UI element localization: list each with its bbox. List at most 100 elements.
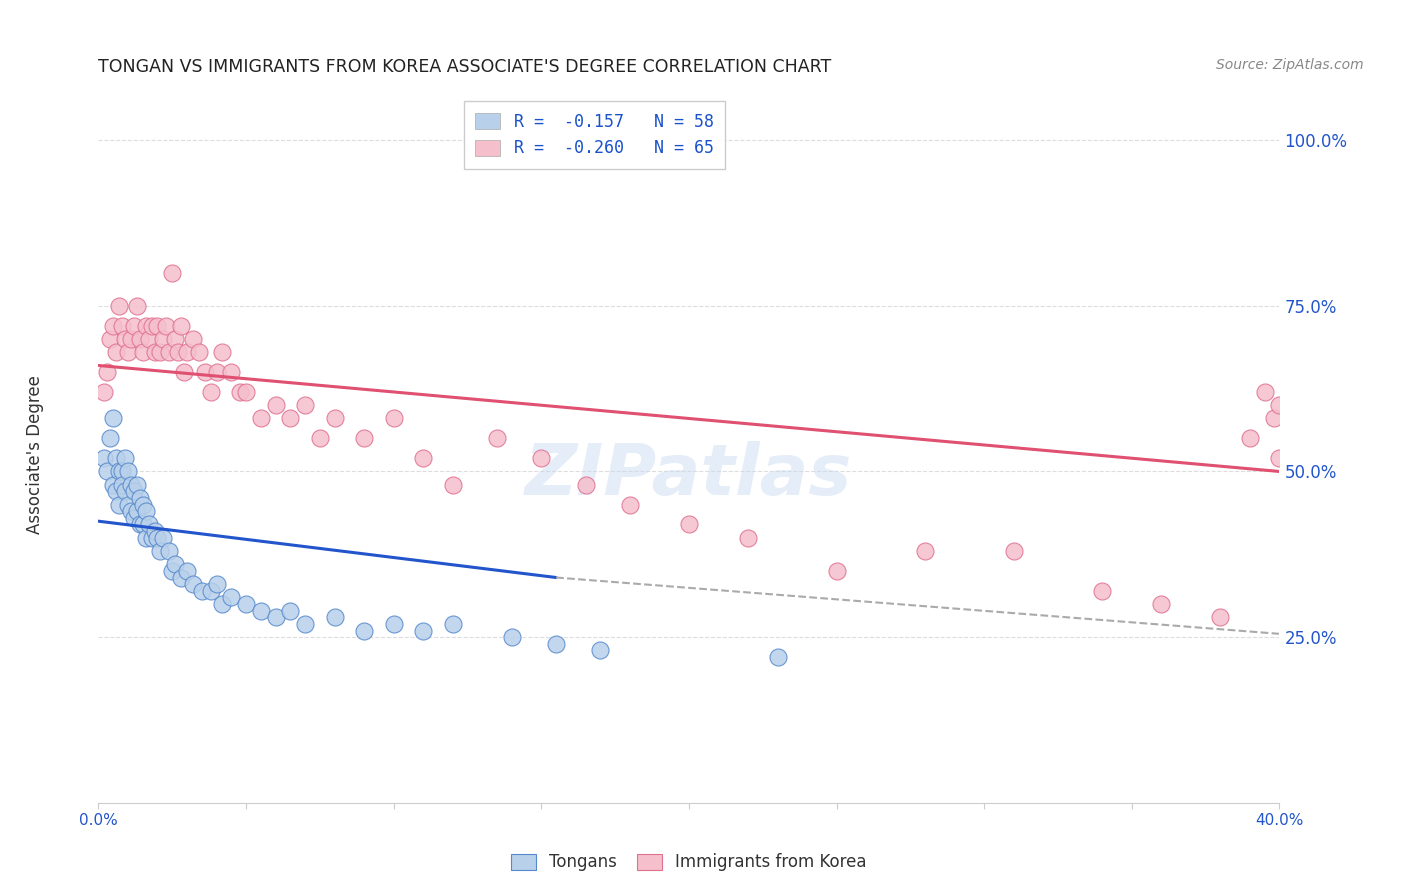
Point [167, 345, 190, 359]
Point [117, 465, 139, 479]
Point [165, 558, 187, 572]
Point [200, 583, 222, 598]
Point [105, 484, 128, 499]
Point [441, 616, 464, 631]
Point [152, 531, 174, 545]
Point [766, 650, 789, 665]
Point [619, 498, 641, 512]
Point [122, 484, 145, 499]
Point [103, 318, 125, 333]
Point [103, 477, 125, 491]
Point [149, 544, 172, 558]
Point [135, 318, 157, 333]
Point [250, 604, 273, 618]
Point [211, 345, 233, 359]
Point [132, 498, 155, 512]
Point [264, 610, 287, 624]
Point [108, 498, 131, 512]
Text: Associate's Degree: Associate's Degree [27, 376, 44, 534]
Point [235, 597, 257, 611]
Point [173, 365, 195, 379]
Point [205, 577, 228, 591]
Point [194, 365, 217, 379]
Point [103, 411, 125, 425]
Point [128, 517, 150, 532]
Point [486, 431, 509, 445]
Point [111, 318, 134, 333]
Point [294, 398, 316, 412]
Point [122, 511, 145, 525]
Point [264, 398, 287, 412]
Point [108, 465, 131, 479]
Point [141, 318, 163, 333]
Point [98, 431, 121, 445]
Point [914, 544, 936, 558]
Point [105, 451, 128, 466]
Point [1209, 610, 1232, 624]
Point [1263, 411, 1285, 425]
Point [162, 266, 183, 280]
Point [128, 332, 150, 346]
Point [125, 477, 148, 491]
Legend: Tongans, Immigrants from Korea: Tongans, Immigrants from Korea [505, 847, 873, 878]
Point [132, 517, 155, 532]
Point [146, 318, 169, 333]
Point [120, 477, 142, 491]
Point [1002, 544, 1025, 558]
Point [1091, 583, 1114, 598]
Point [162, 564, 183, 578]
Point [105, 345, 128, 359]
Text: Source: ZipAtlas.com: Source: ZipAtlas.com [1216, 58, 1364, 72]
Point [93, 451, 115, 466]
Point [353, 624, 375, 638]
Point [165, 332, 187, 346]
Point [678, 517, 700, 532]
Point [382, 616, 405, 631]
Point [170, 570, 193, 584]
Point [382, 411, 405, 425]
Point [108, 299, 131, 313]
Point [96, 465, 118, 479]
Point [229, 384, 252, 399]
Point [1239, 431, 1261, 445]
Point [1254, 384, 1277, 399]
Point [235, 384, 257, 399]
Point [157, 544, 180, 558]
Point [1268, 398, 1291, 412]
Point [176, 564, 198, 578]
Point [114, 451, 136, 466]
Point [294, 616, 316, 631]
Point [309, 431, 332, 445]
Point [96, 365, 118, 379]
Point [135, 504, 157, 518]
Point [132, 345, 155, 359]
Point [117, 345, 139, 359]
Point [530, 451, 553, 466]
Point [737, 531, 759, 545]
Point [114, 484, 136, 499]
Point [544, 637, 567, 651]
Text: ZIPatlas: ZIPatlas [526, 442, 852, 510]
Point [128, 491, 150, 505]
Point [111, 477, 134, 491]
Point [278, 411, 302, 425]
Point [441, 477, 464, 491]
Point [200, 384, 222, 399]
Point [152, 332, 174, 346]
Point [181, 577, 204, 591]
Point [143, 345, 166, 359]
Point [125, 504, 148, 518]
Point [170, 318, 193, 333]
Point [120, 504, 142, 518]
Point [1268, 451, 1291, 466]
Point [149, 345, 172, 359]
Point [157, 345, 180, 359]
Point [278, 604, 302, 618]
Point [176, 345, 198, 359]
Point [219, 365, 242, 379]
Point [250, 411, 273, 425]
Point [191, 583, 214, 598]
Point [353, 431, 375, 445]
Point [412, 451, 434, 466]
Point [155, 318, 177, 333]
